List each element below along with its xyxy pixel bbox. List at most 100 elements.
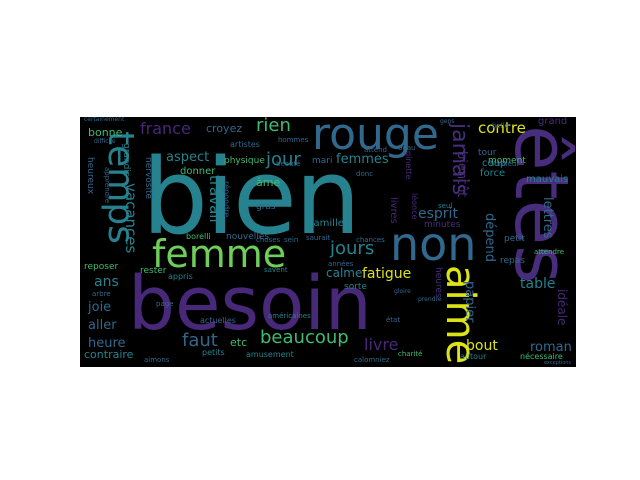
word-contre: contre: [478, 119, 526, 137]
word-petit: petit: [504, 234, 525, 244]
word-contraire: contraire: [84, 348, 134, 361]
word-etat: état: [386, 316, 401, 324]
word-coup: coup: [482, 158, 507, 169]
word-necessaire: nécessaire: [520, 352, 563, 361]
word-belle: belle: [492, 122, 509, 130]
word-sorte: sorte: [344, 282, 367, 292]
word-calomniez: calomniez: [354, 356, 390, 364]
word-travail: travail: [206, 175, 224, 223]
word-bout: bout: [466, 338, 498, 354]
word-heures: heures: [433, 267, 443, 298]
word-exceptions: exceptions: [544, 360, 572, 366]
word-minutes: minutes: [424, 220, 461, 230]
word-certainement: certainement: [84, 117, 125, 123]
word-saurait: saurait: [306, 234, 331, 242]
word-ame: âme: [256, 176, 281, 189]
word-force: force: [480, 168, 506, 179]
word-seul: seul: [438, 202, 453, 210]
word-papier: papier: [462, 281, 477, 323]
word-choses: choses: [256, 236, 281, 244]
word-fatigue: fatigue: [362, 266, 412, 282]
word-joie: joie: [88, 300, 112, 315]
word-ideale: idéale: [555, 289, 569, 326]
word-besoin: besoin: [128, 261, 372, 347]
word-beaucoup: beaucoup: [260, 327, 349, 348]
word-donner: donner: [180, 166, 216, 177]
word-femme: femme: [152, 232, 287, 276]
word-france: france: [140, 119, 191, 138]
word-beaute: beauté: [276, 160, 301, 168]
word-rouge: rouge: [312, 117, 439, 160]
word-bonheur: bonheur: [490, 160, 520, 168]
word-grandis: grandis: [121, 143, 131, 177]
word-bientot: bientôt: [454, 151, 469, 198]
word-heureux: heureux: [85, 157, 95, 195]
word-heure: heure: [88, 336, 126, 351]
word-lettres: lettres: [540, 197, 555, 239]
word-reposer: reposer: [84, 262, 119, 272]
word-famille: famille: [310, 218, 344, 229]
word-gras: gras: [256, 202, 276, 212]
word-donc: donc: [356, 170, 374, 178]
word-annees: années: [328, 260, 354, 268]
word-savent: savent: [264, 266, 288, 274]
word-chances: chances: [356, 236, 385, 244]
word-attend: attend: [364, 146, 387, 154]
word-page: page: [156, 300, 174, 308]
word-faut: faut: [182, 330, 218, 351]
word-difficile: difficile: [94, 138, 116, 145]
word-repondre: répondre: [222, 181, 231, 218]
word-moment: moment: [488, 156, 526, 166]
word-leonce: léonce: [410, 193, 419, 220]
word-gens: gens: [440, 118, 455, 125]
word-sein: sein: [284, 236, 299, 244]
word-mauvais: mauvais: [526, 174, 569, 185]
word-jour: jour: [266, 149, 301, 170]
word-bien: bien: [142, 136, 361, 258]
word-gloire: gloire: [394, 288, 411, 295]
word-vacances: vacances: [122, 183, 140, 254]
word-tour: tour: [478, 148, 497, 158]
word-petits: petits: [202, 348, 225, 357]
word-charite: charité: [398, 350, 423, 358]
word-non: non: [390, 217, 477, 271]
word-actuelles: actuelles: [200, 316, 236, 325]
word-artistes: artistes: [230, 140, 260, 149]
word-hommes: hommes: [278, 136, 309, 144]
word-rien: rien: [256, 117, 291, 136]
word-nervosite: nervosité: [143, 157, 153, 200]
word-cloud: bien besoin êtes rouge temps femme non a…: [80, 117, 576, 367]
word-autour: autour: [460, 352, 487, 361]
word-etc: etc: [230, 336, 248, 349]
word-livre: livre: [364, 335, 399, 354]
word-physique: physique: [224, 156, 265, 166]
word-aspect: aspect: [166, 150, 210, 165]
word-rester: rester: [140, 266, 167, 276]
word-prendre: prendre: [418, 296, 442, 303]
word-roman: roman: [530, 340, 572, 355]
word-appris: appris: [168, 272, 193, 281]
word-attendre: attendre: [534, 248, 564, 256]
word-mari: mari: [312, 156, 333, 166]
word-americaines: américaines: [268, 312, 311, 320]
word-aimons: aimons: [144, 356, 170, 364]
word-ans: ans: [94, 274, 119, 290]
word-arbre: arbre: [92, 290, 111, 298]
word-beau: beau: [398, 144, 416, 152]
word-apprendre: apprendre: [103, 167, 111, 204]
word-femmes: femmes: [336, 152, 389, 167]
word-borelli: borelli: [186, 232, 211, 241]
word-table: table: [520, 276, 556, 292]
word-ginette: ginette: [404, 151, 413, 180]
word-grand: grand: [538, 117, 568, 127]
word-esprit: esprit: [418, 206, 458, 222]
word-jours: jours: [330, 238, 375, 259]
word-calme: calme: [326, 266, 363, 280]
word-depend: dépend: [482, 213, 497, 262]
word-repas: repas: [500, 256, 525, 266]
word-amusement: amusement: [246, 350, 294, 359]
word-bonne: bonne: [88, 126, 123, 139]
word-nouvelles: nouvelles: [226, 232, 270, 242]
word-livres: livres: [388, 197, 399, 224]
word-aller: aller: [88, 318, 117, 333]
